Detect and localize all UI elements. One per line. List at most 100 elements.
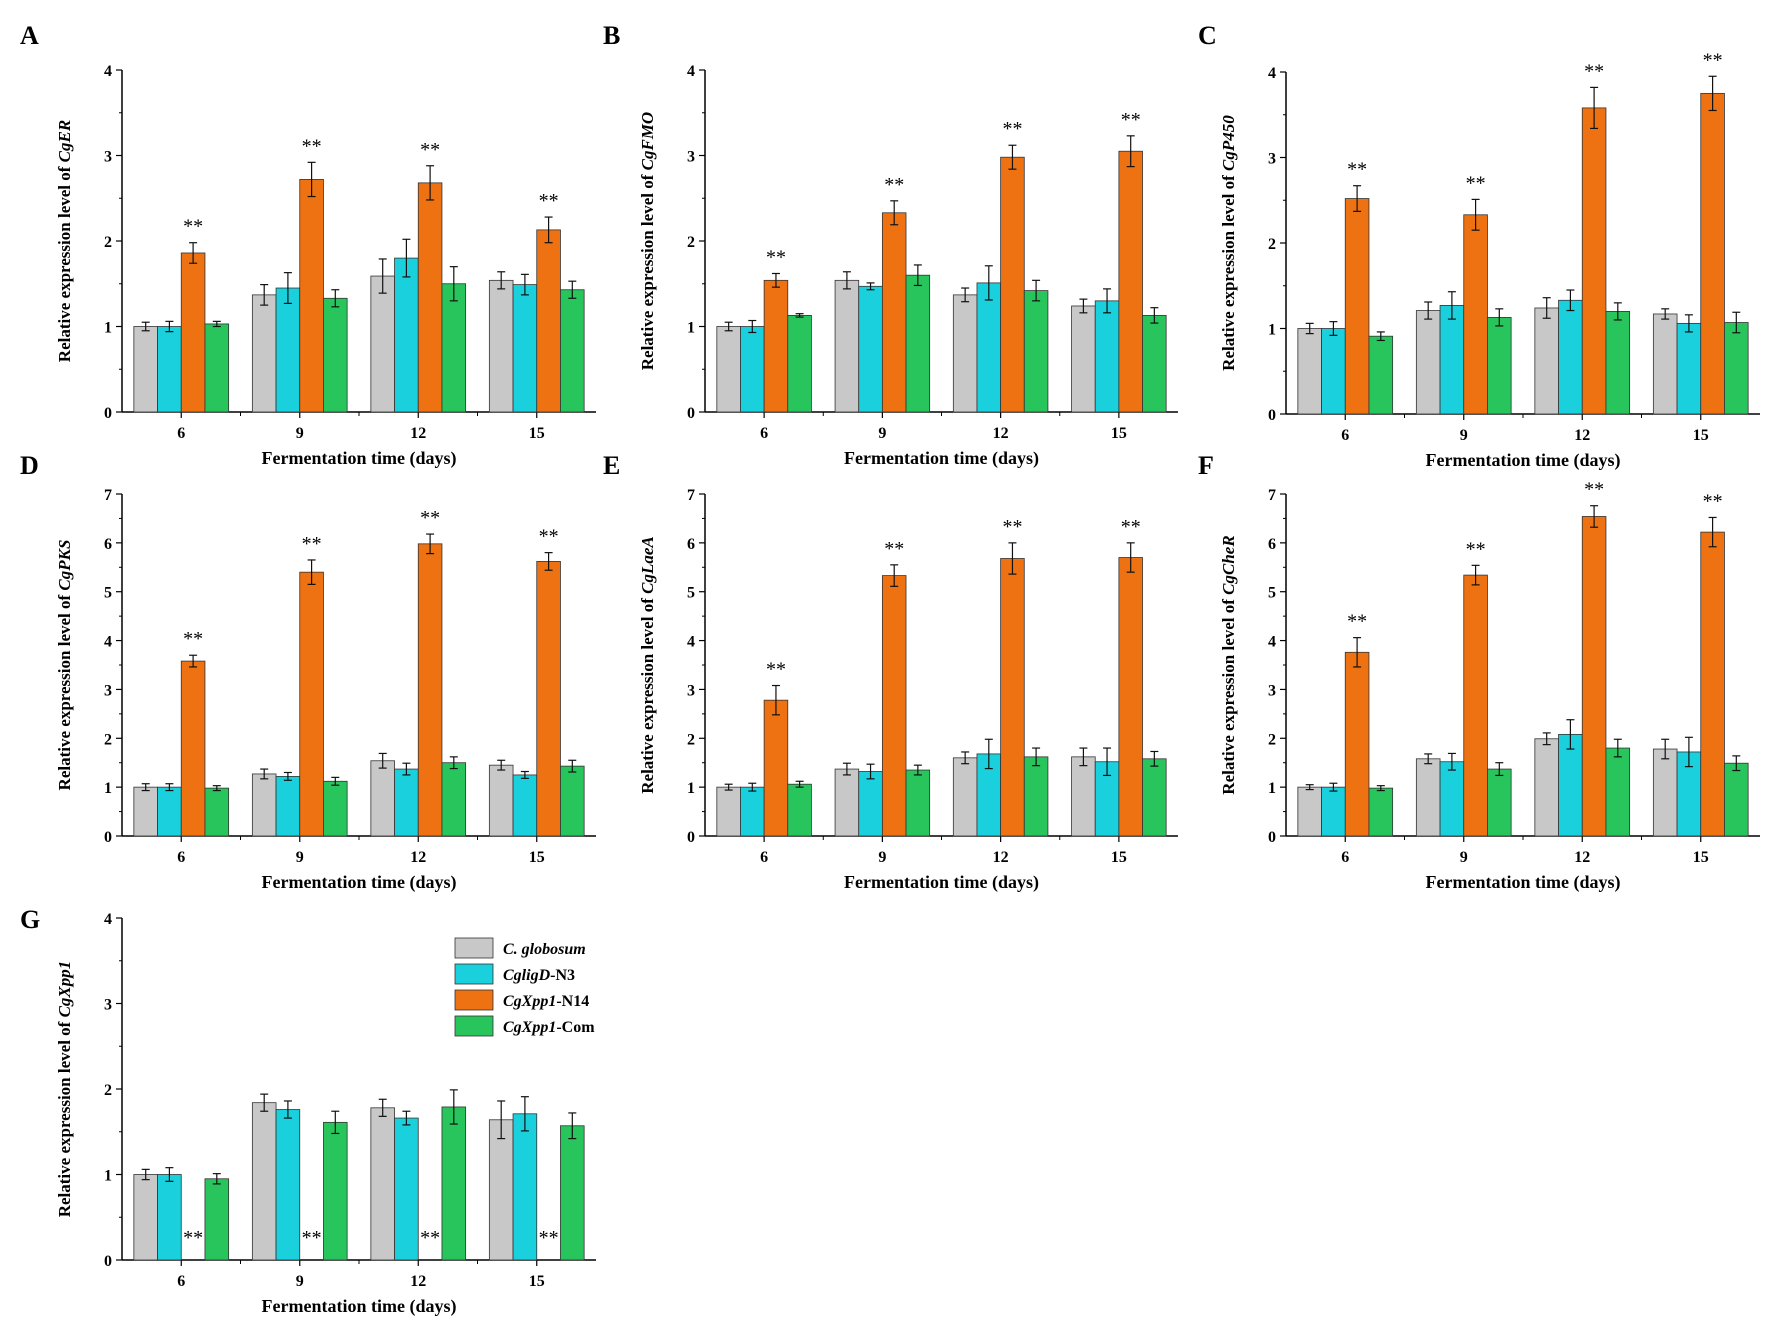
bar-cgxpp1-n14 bbox=[417, 543, 443, 837]
bar-c-globosum bbox=[251, 294, 277, 413]
legend-swatch-c-globosum bbox=[454, 937, 494, 959]
bar-cgxpp1-n14 bbox=[536, 229, 561, 413]
y-axis-label-gene: CgP450 bbox=[1219, 115, 1238, 171]
y-tick-label: 0 bbox=[687, 405, 695, 422]
x-axis-label: Fermentation time (days) bbox=[1426, 872, 1621, 893]
bar-c-globosum bbox=[370, 275, 395, 413]
y-tick-label: 1 bbox=[1268, 322, 1276, 339]
x-tick-label: 6 bbox=[1341, 849, 1349, 866]
y-axis-label: Relative expression level of CgP450 bbox=[1219, 115, 1238, 371]
legend-label-italic: CgXpp1 bbox=[503, 993, 556, 1010]
bar-cgligd-n3 bbox=[1558, 299, 1583, 415]
bar-cgxpp1-com bbox=[560, 1125, 585, 1261]
bar-cgxpp1-com bbox=[905, 274, 931, 413]
bar-cgligd-n3 bbox=[740, 786, 765, 837]
y-axis-label-gene: CgPKS bbox=[55, 540, 74, 591]
bar-cgxpp1-com bbox=[905, 769, 931, 837]
bar-c-globosum bbox=[370, 1107, 395, 1261]
bar-c-globosum bbox=[1071, 756, 1096, 837]
bar-cgxpp1-com bbox=[323, 1121, 348, 1261]
y-tick-label: 5 bbox=[687, 585, 695, 602]
y-tick-label: 4 bbox=[104, 63, 112, 80]
x-tick-label: 15 bbox=[1693, 849, 1709, 866]
y-axis-label: Relative expression level of CgER bbox=[55, 120, 74, 362]
legend-swatch-cgxpp1-com bbox=[454, 1015, 494, 1037]
legend-label: CgXpp1-Com bbox=[503, 1019, 595, 1036]
y-axis-label: Relative expression level of CgXpp1 bbox=[55, 961, 74, 1218]
y-tick-label: 4 bbox=[687, 634, 695, 651]
y-tick-label: 2 bbox=[1268, 236, 1276, 253]
y-tick-label: 4 bbox=[104, 634, 112, 651]
y-tick-label: 6 bbox=[1268, 536, 1276, 553]
bar-c-globosum bbox=[251, 773, 277, 837]
bar-cgligd-n3 bbox=[976, 282, 1002, 413]
bar-cgxpp1-com bbox=[1487, 768, 1512, 837]
bar-c-globosum bbox=[488, 279, 514, 413]
x-tick-label: 6 bbox=[760, 425, 768, 442]
bar-cgxpp1-n14 bbox=[1700, 92, 1725, 415]
significance-marker: ** bbox=[302, 1227, 322, 1249]
bar-cgxpp1-n14 bbox=[1581, 516, 1607, 837]
bar-cgligd-n3 bbox=[157, 326, 182, 413]
bar-cgxpp1-n14 bbox=[1344, 651, 1370, 837]
y-tick-label: 4 bbox=[1268, 634, 1276, 651]
bar-cgligd-n3 bbox=[275, 775, 301, 837]
y-axis-label: Relative expression level of CgFMO bbox=[638, 112, 657, 370]
y-axis-label-prefix: Relative expression level of bbox=[55, 1017, 74, 1217]
y-tick-label: 3 bbox=[104, 149, 112, 166]
bar-cgligd-n3 bbox=[1439, 305, 1465, 415]
legend-label-suffix: -Com bbox=[556, 1019, 595, 1036]
significance-marker: ** bbox=[1347, 611, 1367, 633]
bar-c-globosum bbox=[1297, 786, 1322, 837]
bar-c-globosum bbox=[370, 760, 395, 837]
bar-cgxpp1-com bbox=[1142, 758, 1167, 837]
panel-letter: E bbox=[603, 451, 620, 480]
x-tick-label: 12 bbox=[1574, 427, 1590, 444]
bar-cgligd-n3 bbox=[394, 1117, 419, 1261]
significance-marker: ** bbox=[183, 628, 203, 650]
y-tick-label: 6 bbox=[104, 536, 112, 553]
y-axis-label-prefix: Relative expression level of bbox=[55, 591, 74, 791]
x-axis-label: Fermentation time (days) bbox=[1426, 450, 1621, 471]
y-tick-label: 3 bbox=[104, 682, 112, 699]
y-axis-label-gene: CgFMO bbox=[638, 112, 657, 171]
bar-cgxpp1-n14 bbox=[1344, 198, 1370, 415]
bar-cgxpp1-n14 bbox=[1700, 531, 1725, 837]
significance-marker: ** bbox=[1584, 479, 1604, 501]
significance-marker: ** bbox=[884, 538, 904, 560]
x-axis-label: Fermentation time (days) bbox=[262, 1296, 457, 1317]
bar-cgxpp1-n14 bbox=[1000, 558, 1025, 837]
x-tick-label: 9 bbox=[296, 849, 304, 866]
x-tick-label: 9 bbox=[296, 1273, 304, 1290]
legend-label-italic: C. globosum bbox=[503, 941, 586, 958]
bar-cgxpp1-com bbox=[1023, 756, 1049, 837]
bar-c-globosum bbox=[133, 786, 158, 837]
x-tick-label: 15 bbox=[1693, 427, 1709, 444]
bar-cgxpp1-com bbox=[441, 1106, 467, 1261]
bar-c-globosum bbox=[716, 786, 741, 837]
x-tick-label: 9 bbox=[1460, 427, 1468, 444]
significance-marker: ** bbox=[884, 174, 904, 196]
bar-cgxpp1-com bbox=[1605, 747, 1631, 837]
legend-label: CgligD-N3 bbox=[503, 967, 575, 984]
bar-c-globosum bbox=[1071, 305, 1096, 413]
y-tick-label: 0 bbox=[687, 829, 695, 846]
significance-marker: ** bbox=[1121, 109, 1141, 131]
panel-letter: B bbox=[603, 21, 620, 50]
bar-cgligd-n3 bbox=[275, 1109, 301, 1261]
bar-cgxpp1-com bbox=[323, 297, 348, 413]
bar-c-globosum bbox=[1534, 307, 1559, 415]
y-axis-label-prefix: Relative expression level of bbox=[1219, 171, 1238, 371]
significance-marker: ** bbox=[1347, 159, 1367, 181]
bar-cgligd-n3 bbox=[1321, 328, 1346, 415]
bar-cgxpp1-com bbox=[787, 314, 812, 413]
significance-marker: ** bbox=[539, 526, 559, 548]
bar-cgxpp1-n14 bbox=[536, 561, 561, 837]
panel-letter: C bbox=[1198, 21, 1217, 50]
y-tick-label: 0 bbox=[104, 829, 112, 846]
legend-label-italic: CgXpp1 bbox=[503, 1019, 556, 1036]
legend-label-suffix: -N3 bbox=[550, 967, 575, 984]
bar-cgligd-n3 bbox=[394, 768, 419, 837]
